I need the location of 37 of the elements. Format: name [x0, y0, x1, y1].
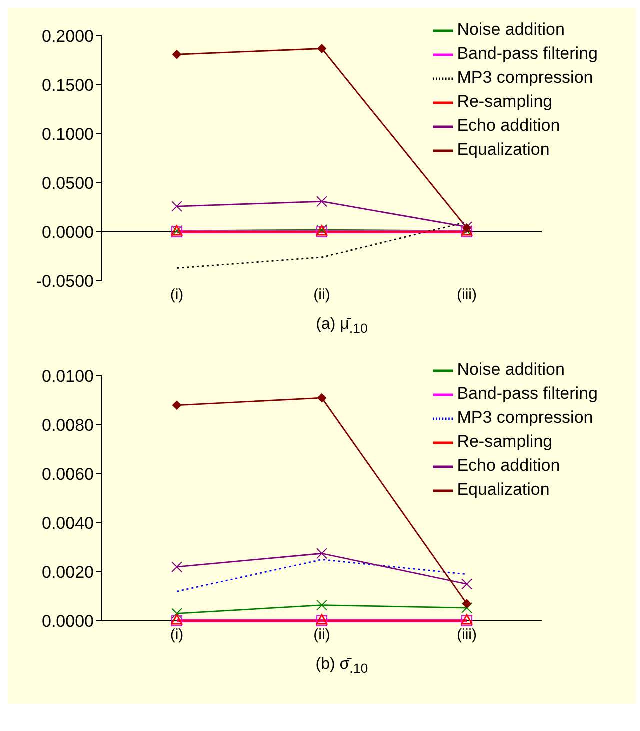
point: [172, 50, 182, 60]
y-tick-label: 0.2000: [42, 27, 94, 46]
text: (b) σ̄$_{.10}$: [316, 656, 368, 676]
y-tick-label: 0.0040: [42, 514, 94, 534]
legend-label: Noise addition: [457, 360, 565, 379]
y-tick-label: 0.0060: [42, 465, 94, 484]
y-tick-label: 0.0100: [42, 367, 94, 386]
y-tick-label: 0.1000: [42, 125, 94, 144]
x-tick-label: (i): [170, 286, 184, 304]
x-tick-label: (iii): [457, 626, 477, 644]
legend-label: Re-sampling: [457, 92, 553, 111]
text: (a) μ̄$_{.10}$: [316, 316, 368, 336]
y-tick-label: 0.0000: [42, 612, 94, 632]
y-tick-label: 0.0500: [42, 174, 94, 194]
legend-label: MP3 compression: [457, 68, 594, 87]
x-tick-label: (ii): [314, 626, 330, 644]
point: [462, 599, 472, 608]
legend-label: Re-sampling: [457, 432, 553, 451]
point: [318, 394, 326, 403]
legend-label: Band-pass filtering: [457, 44, 598, 63]
point: [172, 400, 182, 410]
y-tick-label: 0.0000: [42, 223, 94, 242]
legend-label: MP3 compression: [457, 408, 594, 427]
legend-label: Band-pass filtering: [457, 384, 598, 403]
x-tick-label: (iii): [457, 286, 477, 304]
point: [318, 44, 326, 54]
legend-label: Echo addition: [457, 456, 560, 475]
legend-label: Noise addition: [457, 20, 565, 39]
y-tick-label: 0.1500: [42, 76, 94, 96]
x-tick-label: (ii): [314, 286, 330, 304]
legend-label: Equalization: [457, 480, 550, 499]
legend-label: Echo addition: [457, 116, 560, 135]
y-tick-label: 0.0080: [42, 416, 94, 436]
x-tick-label: (i): [170, 626, 184, 644]
legend-label: Equalization: [457, 140, 550, 159]
y-tick-label: 0.0020: [42, 563, 94, 582]
y-tick-label: -0.0500: [36, 272, 94, 292]
